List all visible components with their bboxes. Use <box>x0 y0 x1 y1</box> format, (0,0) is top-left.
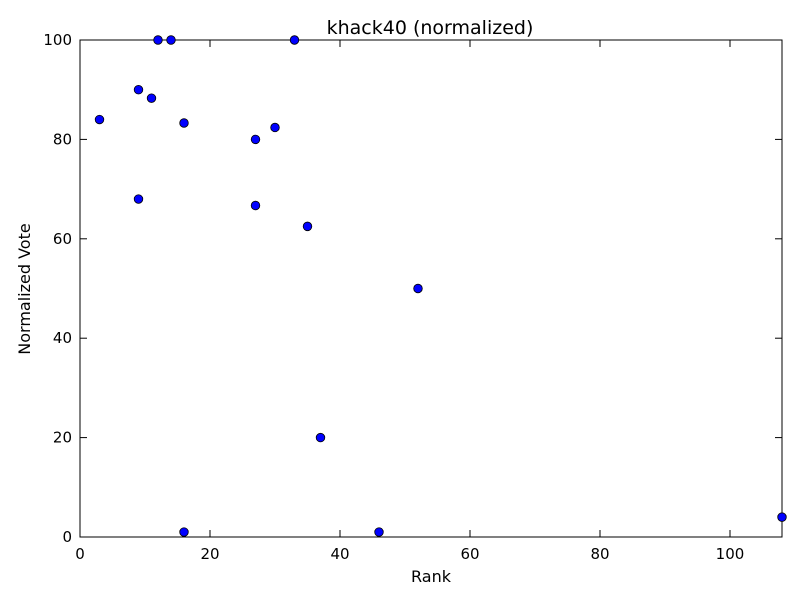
data-point <box>270 122 280 133</box>
x-tick-label: 20 <box>200 545 219 563</box>
data-point <box>179 118 189 128</box>
data-point <box>146 93 157 103</box>
data-point <box>315 432 326 443</box>
x-tick-label: 40 <box>330 545 349 563</box>
y-tick-label: 0 <box>62 528 72 546</box>
data-point <box>250 134 261 145</box>
axis-ticks: 0 20 40 60 80 100 0 20 40 60 80 100 <box>43 31 782 563</box>
chart-title: khack40 (normalized) <box>327 17 534 39</box>
data-point <box>302 221 313 232</box>
y-tick-label: 100 <box>43 31 72 49</box>
data-point <box>153 35 163 45</box>
data-point <box>94 114 105 125</box>
data-point <box>179 527 189 537</box>
y-tick-label: 20 <box>53 429 72 447</box>
data-point <box>133 194 144 204</box>
data-point <box>133 84 144 95</box>
x-tick-label: 100 <box>716 545 745 563</box>
data-point <box>374 527 384 537</box>
data-point <box>289 35 300 45</box>
data-point <box>413 283 423 294</box>
y-tick-label: 40 <box>53 329 72 347</box>
data-point <box>777 512 787 522</box>
data-point <box>166 35 176 45</box>
x-tick-label: 80 <box>590 545 609 563</box>
data-points <box>94 35 787 537</box>
data-point <box>250 200 261 211</box>
x-tick-label: 60 <box>460 545 479 563</box>
plot-area <box>79 39 783 538</box>
x-tick-label: 0 <box>75 545 85 563</box>
y-tick-label: 60 <box>53 230 72 248</box>
y-axis-label: Normalized Vote <box>15 223 34 354</box>
y-tick-label: 80 <box>53 130 72 148</box>
x-axis-label: Rank <box>411 567 452 586</box>
